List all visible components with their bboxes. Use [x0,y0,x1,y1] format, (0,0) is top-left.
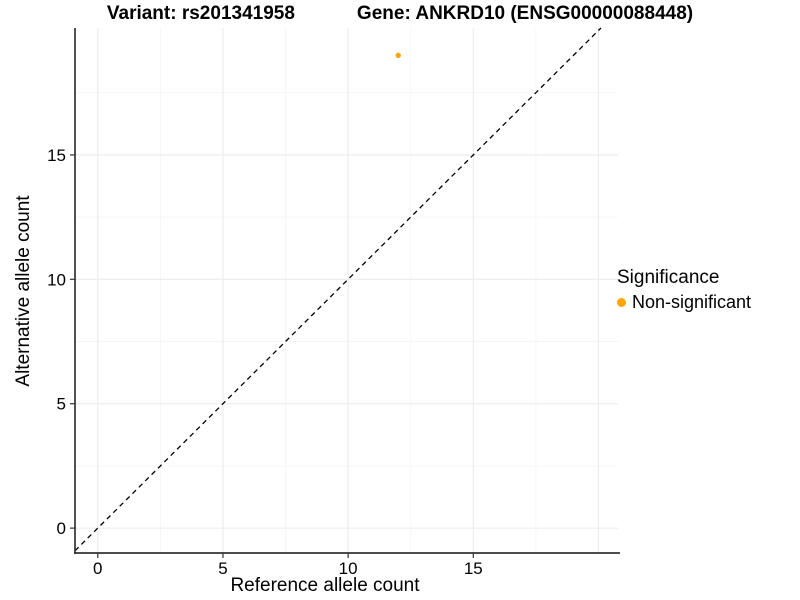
y-tick-label: 10 [47,270,66,289]
y-axis-title: Alternative allele count [13,195,34,387]
y-tick-label: 15 [47,146,66,165]
legend-title: Significance [617,267,720,288]
x-tick-label: 10 [339,559,358,578]
plot-title-row: Variant: rs201341958 Gene: ANKRD10 (ENSG… [0,3,800,25]
legend-point-swatch [617,298,626,307]
variant-title: Variant: rs201341958 [106,3,295,24]
gene-title: Gene: ANKRD10 (ENSG00000088448) [356,3,694,24]
y-tick-label: 0 [57,519,66,538]
legend-item: Non-significant [617,292,751,313]
legend-item-label: Non-significant [632,292,752,312]
x-tick-label: 5 [218,559,227,578]
x-tick-label: 0 [93,559,102,578]
data-point [395,52,401,59]
legend: Significance Non-significant [617,267,751,313]
y-tick-label: 5 [57,395,66,414]
x-tick-label: 15 [464,559,483,578]
identity-line [74,27,602,552]
x-axis-title: Reference allele count [230,575,420,596]
